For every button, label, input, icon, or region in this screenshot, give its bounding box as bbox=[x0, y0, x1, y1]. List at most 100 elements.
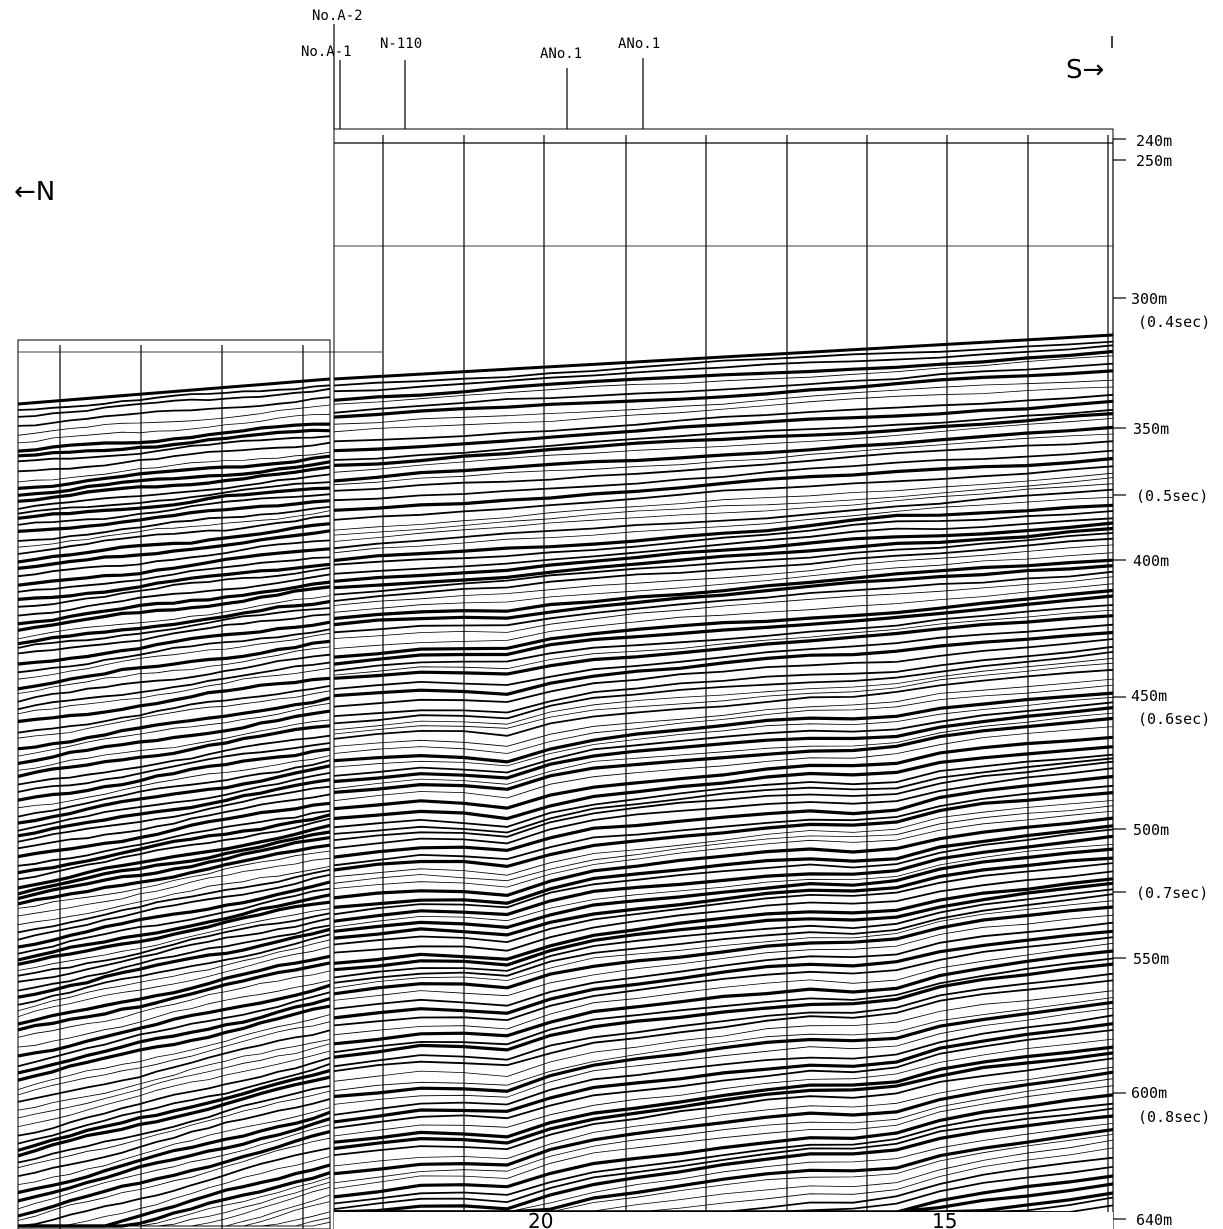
reflector-line bbox=[17, 499, 331, 533]
reflector-line bbox=[17, 481, 331, 515]
well-label: No.A-1 bbox=[301, 44, 352, 60]
shot-point-label: 15 bbox=[932, 1209, 957, 1229]
reflector-line bbox=[17, 428, 331, 458]
reflector-line bbox=[17, 1021, 331, 1096]
depth-label: 250m bbox=[1136, 152, 1172, 170]
reflector-line bbox=[17, 1147, 331, 1227]
reflector-line bbox=[17, 939, 331, 1012]
reflector-line bbox=[17, 857, 331, 917]
reflector-line bbox=[17, 850, 331, 909]
reflector-line bbox=[17, 983, 331, 1058]
reflector-line bbox=[17, 529, 331, 570]
reflector-line bbox=[17, 997, 331, 1075]
reflector-line bbox=[18, 1221, 331, 1227]
depth-tick: 640m bbox=[1113, 1211, 1172, 1229]
south-direction-label: S→ bbox=[1066, 55, 1104, 85]
reflector-line bbox=[17, 900, 331, 966]
reflector-line bbox=[17, 747, 331, 802]
depth-tick: 550m bbox=[1113, 950, 1169, 968]
reflector-line bbox=[17, 961, 331, 1032]
reflector-line bbox=[17, 1039, 331, 1111]
well-label: No.A-2 bbox=[312, 8, 363, 24]
reflector-line bbox=[17, 873, 331, 941]
reflector-line bbox=[17, 465, 331, 503]
time-label: (0.6sec) bbox=[1138, 710, 1210, 728]
depth-label: 350m bbox=[1133, 420, 1169, 438]
depth-scale: 240m 250m 300m (0.4sec) 350m (0.5sec) 40… bbox=[1112, 132, 1210, 1229]
reflector-line bbox=[17, 917, 331, 983]
reflector-line bbox=[17, 384, 331, 411]
depth-tick: 400m bbox=[1113, 552, 1169, 570]
reflector-line bbox=[17, 580, 331, 626]
reflector-line bbox=[17, 1090, 331, 1169]
reflector-line bbox=[17, 628, 331, 674]
reflector-line bbox=[17, 755, 331, 809]
reflector-line bbox=[17, 493, 331, 526]
reflector-line bbox=[17, 1117, 331, 1203]
reflector-line bbox=[17, 843, 331, 906]
reflector-line bbox=[17, 486, 331, 520]
reflector-line bbox=[17, 866, 331, 926]
reflector-line bbox=[17, 1098, 331, 1177]
reflector-line bbox=[17, 653, 331, 703]
reflector-line bbox=[17, 709, 331, 765]
depth-label: 600m bbox=[1131, 1084, 1167, 1102]
depth-tick: 450m (0.6sec) bbox=[1113, 687, 1210, 728]
reflector-line bbox=[17, 742, 331, 793]
reflector-line bbox=[17, 646, 331, 694]
reflector-line bbox=[17, 1050, 331, 1127]
reflector-line bbox=[17, 585, 331, 632]
reflector-line bbox=[17, 908, 331, 971]
reflector-line bbox=[17, 690, 331, 739]
reflector-line bbox=[17, 880, 331, 949]
reflector-line bbox=[17, 599, 331, 646]
depth-label: 240m bbox=[1136, 132, 1172, 150]
reflector-line bbox=[17, 830, 331, 896]
reflector-line bbox=[17, 1130, 331, 1218]
reflector-line bbox=[17, 613, 331, 655]
reflector-line bbox=[17, 667, 331, 715]
reflector-line bbox=[17, 719, 331, 771]
reflector-line bbox=[17, 514, 331, 555]
reflector-line bbox=[17, 387, 331, 418]
bottom-label-strip bbox=[334, 1212, 1113, 1229]
depth-tick: 250m bbox=[1113, 152, 1172, 170]
north-direction-label: ←N bbox=[14, 177, 55, 207]
depth-label: 550m bbox=[1133, 950, 1169, 968]
reflector-line bbox=[17, 817, 331, 881]
depth-label: 400m bbox=[1133, 552, 1169, 570]
reflector-line bbox=[17, 510, 331, 548]
reflector-line bbox=[17, 396, 331, 427]
reflector-line bbox=[17, 607, 331, 649]
reflector-line bbox=[17, 793, 331, 850]
reflector-line bbox=[17, 435, 331, 463]
reflector-line bbox=[17, 506, 331, 542]
reflector-line bbox=[17, 562, 331, 601]
reflector-line bbox=[17, 1014, 331, 1090]
reflector-line bbox=[17, 970, 331, 1038]
reflector-line bbox=[17, 734, 331, 786]
well-label: N-110 bbox=[380, 36, 422, 52]
reflector-line bbox=[17, 454, 331, 490]
depth-label: 300m bbox=[1131, 290, 1167, 308]
depth-tick: 350m bbox=[1113, 420, 1169, 438]
reflector-line bbox=[17, 1063, 331, 1145]
reflector-line bbox=[17, 1043, 331, 1119]
reflector-line bbox=[17, 764, 331, 825]
reflector-line bbox=[17, 1085, 331, 1164]
reflector-line bbox=[17, 556, 331, 593]
reflector-line bbox=[17, 836, 331, 901]
reflector-line bbox=[17, 801, 331, 859]
reflector-line bbox=[17, 702, 331, 757]
reflector-line bbox=[17, 676, 331, 724]
reflector-line bbox=[17, 1107, 331, 1185]
reflector-line bbox=[17, 1069, 331, 1152]
reflector-line bbox=[17, 567, 331, 608]
reflector-line bbox=[17, 460, 331, 497]
reflector-line bbox=[17, 685, 331, 734]
reflector-line bbox=[17, 868, 331, 934]
depth-tick: 300m (0.4sec) bbox=[1113, 290, 1210, 331]
reflector-line bbox=[17, 823, 331, 890]
depth-tick: 240m bbox=[1113, 132, 1172, 150]
